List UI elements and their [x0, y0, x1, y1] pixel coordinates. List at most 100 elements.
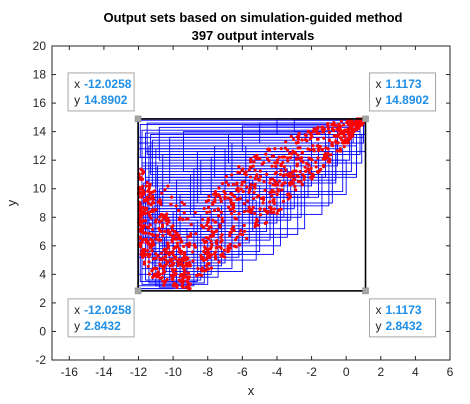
sim-point: [246, 199, 250, 203]
sim-point: [159, 264, 163, 268]
sim-point: [289, 134, 293, 139]
sim-point: [327, 160, 332, 164]
sim-point: [227, 205, 231, 209]
sim-point: [158, 276, 162, 281]
x-tick-label: -12: [130, 365, 148, 379]
sim-point: [277, 179, 282, 183]
sim-point: [200, 273, 204, 277]
sim-point: [294, 169, 298, 173]
sim-point: [186, 217, 190, 221]
datatip-marker[interactable]: [134, 287, 142, 295]
sim-point: [348, 135, 352, 139]
y-tick-label: -2: [35, 353, 46, 367]
datatip-marker[interactable]: [134, 115, 142, 123]
sim-point: [249, 210, 253, 215]
sim-point: [291, 174, 296, 178]
sim-point: [186, 271, 190, 275]
sim-point: [151, 209, 156, 213]
sim-point: [182, 211, 186, 215]
datatip[interactable]: x -12.0258 y 14.8902: [67, 72, 142, 123]
sim-point: [339, 130, 343, 134]
datatip-x-key: x: [376, 77, 382, 91]
sim-point: [268, 205, 272, 209]
sim-point: [231, 206, 235, 211]
sim-point: [166, 241, 170, 245]
sim-point: [261, 161, 266, 165]
sim-point: [180, 258, 184, 262]
sim-point: [311, 129, 315, 134]
sim-point: [141, 169, 145, 173]
sim-point: [263, 188, 267, 193]
sim-point: [194, 232, 198, 236]
sim-point: [265, 156, 270, 160]
sim-point: [167, 219, 171, 224]
sim-point: [188, 264, 192, 268]
sim-point: [223, 197, 227, 201]
sim-point: [161, 213, 165, 217]
sim-point: [294, 157, 299, 161]
sim-point: [165, 222, 169, 226]
sim-point: [202, 258, 206, 263]
sim-point: [276, 187, 280, 192]
sim-point: [242, 201, 247, 206]
datatip[interactable]: x 1.1173 y 14.8902: [362, 72, 437, 123]
sim-point: [335, 149, 339, 153]
sim-point: [296, 135, 300, 139]
sim-point: [287, 192, 291, 196]
y-tick-label: 20: [33, 39, 47, 53]
sim-point: [170, 264, 174, 268]
sim-point: [147, 186, 151, 190]
datatip[interactable]: x -12.0258 y 2.8432: [67, 287, 142, 338]
sim-point: [156, 254, 160, 258]
sim-point: [332, 120, 336, 125]
sim-point: [233, 237, 238, 242]
sim-point: [163, 280, 167, 285]
datatip-marker[interactable]: [362, 287, 369, 295]
sim-point: [310, 177, 314, 181]
sim-point: [234, 217, 239, 221]
sim-point: [162, 283, 166, 287]
sim-point: [247, 190, 251, 194]
sim-point: [207, 254, 211, 258]
sim-point: [248, 186, 252, 190]
sim-point: [218, 223, 222, 227]
sim-point: [296, 153, 300, 157]
datatip-marker[interactable]: [362, 115, 369, 123]
sim-point: [337, 122, 341, 126]
sim-point: [158, 229, 162, 233]
sim-point: [329, 153, 333, 157]
sim-point: [230, 192, 234, 196]
sim-point: [274, 164, 278, 168]
simulation-points: [136, 117, 366, 291]
datatip-x-key: x: [376, 303, 382, 317]
datatip-box: [369, 298, 437, 338]
sim-point: [200, 217, 205, 222]
sim-point: [146, 197, 150, 202]
sim-point: [163, 229, 167, 233]
sim-point: [340, 138, 344, 142]
sim-point: [190, 250, 195, 254]
x-tick-label: -10: [164, 365, 182, 379]
sim-point: [279, 146, 283, 151]
sim-point: [346, 132, 351, 136]
sim-point: [169, 250, 174, 254]
sim-point: [346, 120, 351, 124]
sim-point: [157, 238, 161, 242]
sim-point: [221, 219, 225, 223]
sim-point: [268, 200, 272, 204]
sim-point: [166, 260, 170, 264]
sim-point: [250, 208, 254, 212]
sim-point: [193, 210, 197, 215]
sim-point: [205, 240, 209, 244]
datatip[interactable]: x 1.1173 y 2.8432: [362, 287, 437, 338]
sim-point: [341, 141, 346, 145]
sim-point: [361, 121, 365, 125]
sim-point: [138, 244, 142, 248]
sim-point: [167, 252, 171, 256]
interval-box: [193, 168, 285, 218]
sim-point: [174, 268, 178, 272]
datatip-y-value: 14.8902: [386, 93, 430, 107]
sim-point: [147, 255, 151, 259]
sim-point: [160, 223, 165, 227]
sim-point: [326, 122, 330, 126]
